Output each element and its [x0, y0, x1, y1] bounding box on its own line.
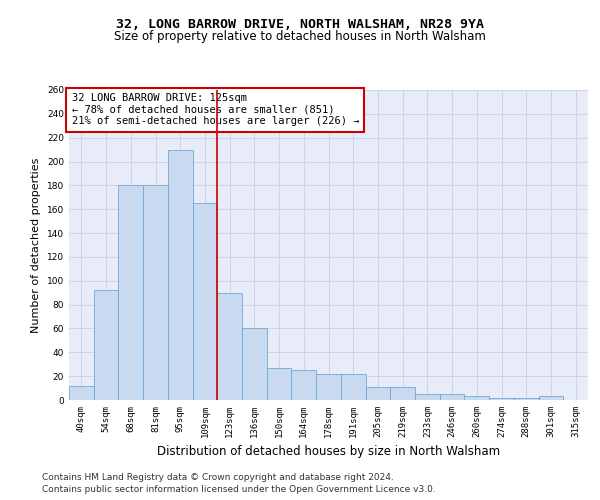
Y-axis label: Number of detached properties: Number of detached properties: [31, 158, 41, 332]
Bar: [168, 150, 193, 400]
Bar: [415, 394, 440, 400]
Text: Contains HM Land Registry data © Crown copyright and database right 2024.: Contains HM Land Registry data © Crown c…: [42, 472, 394, 482]
Bar: [464, 396, 489, 400]
Bar: [94, 290, 118, 400]
Bar: [365, 387, 390, 400]
Bar: [539, 396, 563, 400]
Bar: [341, 374, 365, 400]
Bar: [217, 292, 242, 400]
Bar: [118, 186, 143, 400]
Bar: [390, 387, 415, 400]
Bar: [267, 368, 292, 400]
Text: Contains public sector information licensed under the Open Government Licence v3: Contains public sector information licen…: [42, 485, 436, 494]
Bar: [514, 398, 539, 400]
Bar: [242, 328, 267, 400]
Bar: [193, 204, 217, 400]
Text: 32 LONG BARROW DRIVE: 125sqm
← 78% of detached houses are smaller (851)
21% of s: 32 LONG BARROW DRIVE: 125sqm ← 78% of de…: [71, 93, 359, 126]
Text: Size of property relative to detached houses in North Walsham: Size of property relative to detached ho…: [114, 30, 486, 43]
Bar: [489, 398, 514, 400]
Bar: [143, 186, 168, 400]
Text: 32, LONG BARROW DRIVE, NORTH WALSHAM, NR28 9YA: 32, LONG BARROW DRIVE, NORTH WALSHAM, NR…: [116, 18, 484, 30]
X-axis label: Distribution of detached houses by size in North Walsham: Distribution of detached houses by size …: [157, 446, 500, 458]
Bar: [316, 374, 341, 400]
Bar: [292, 370, 316, 400]
Bar: [440, 394, 464, 400]
Bar: [69, 386, 94, 400]
